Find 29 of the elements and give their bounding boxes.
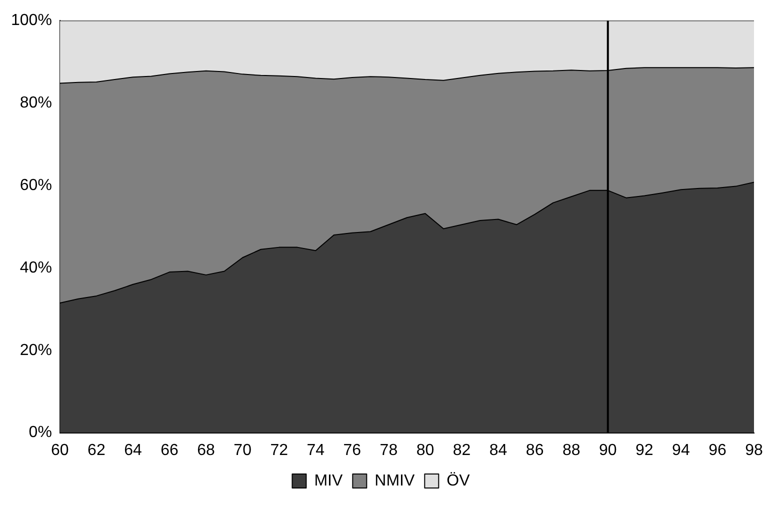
y-tick-label: 40% <box>20 259 52 276</box>
x-tick-label: 64 <box>124 442 142 459</box>
x-tick-label: 80 <box>416 442 434 459</box>
x-tick-label: 66 <box>160 442 179 459</box>
y-tick-label: 80% <box>20 94 52 112</box>
x-tick-label: 70 <box>234 442 252 459</box>
y-tick-label: 0% <box>28 424 52 442</box>
y-tick-label: 20% <box>20 342 52 359</box>
x-tick-label: 86 <box>526 442 544 459</box>
x-tick-label: 92 <box>636 442 654 459</box>
y-tick-label: 100% <box>11 12 52 30</box>
x-tick-label: 94 <box>672 442 690 459</box>
x-tick-label: 96 <box>708 442 726 459</box>
x-tick-label: 74 <box>306 442 325 459</box>
legend-label: ÖV <box>446 471 470 490</box>
y-tick-label: 60% <box>20 176 52 194</box>
x-tick-label: 78 <box>380 442 398 459</box>
x-tick-label: 98 <box>745 442 763 459</box>
legend-label: NMIV <box>374 472 415 490</box>
x-tick-label: 62 <box>88 442 106 459</box>
x-tick-label: 82 <box>452 442 471 459</box>
x-tick-label: 60 <box>51 442 69 459</box>
x-tick-label: 76 <box>343 442 362 459</box>
legend-label: MIV <box>314 472 343 490</box>
x-tick-label: 72 <box>270 442 288 459</box>
x-tick-label: 88 <box>562 442 580 459</box>
x-tick-label: 84 <box>489 442 508 459</box>
x-tick-label: 68 <box>197 442 216 459</box>
x-tick-label: 90 <box>598 442 617 459</box>
